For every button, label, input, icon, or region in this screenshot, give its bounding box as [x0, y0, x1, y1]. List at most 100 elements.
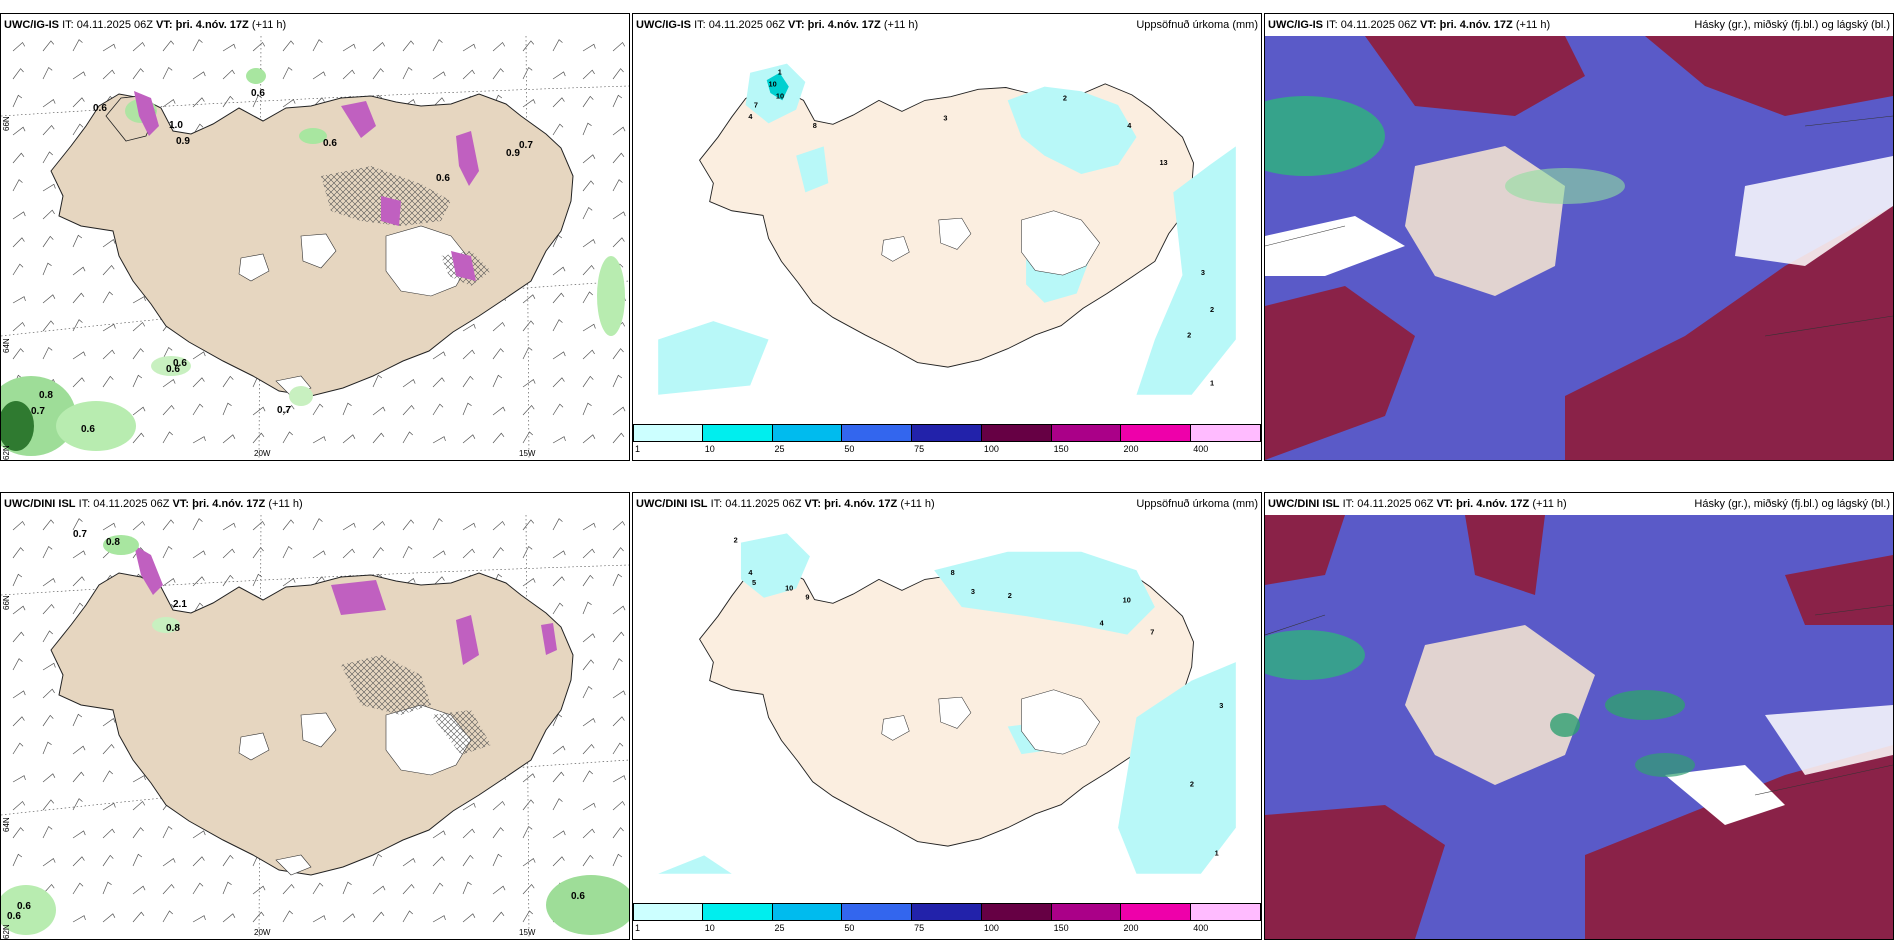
wind-barb [582, 43, 596, 52]
wind-barb [612, 658, 623, 671]
wind-barb [192, 576, 205, 587]
wind-barb [342, 43, 356, 52]
svg-text:1.0: 1.0 [169, 120, 183, 131]
wind-barb [42, 98, 56, 108]
svg-text:0.7: 0.7 [519, 140, 533, 151]
wind-barb [102, 802, 116, 811]
wind-barb [72, 882, 84, 895]
wind-barb [432, 97, 445, 108]
colorbar-label: 150 [1053, 923, 1069, 933]
wind-barb [12, 827, 24, 839]
wind-barb [432, 518, 443, 531]
wind-barb [192, 123, 204, 136]
wind-barb [132, 885, 146, 895]
wind-barb [72, 234, 83, 248]
wind-barb [342, 434, 356, 444]
glaciers [881, 689, 1101, 755]
wind-barb [612, 211, 626, 220]
wind-barb [102, 349, 115, 360]
wind-barb [522, 294, 536, 304]
wind-barb [72, 319, 83, 332]
wind-barb [552, 97, 565, 108]
wind-barb [102, 43, 116, 52]
wind-barb [222, 854, 234, 867]
wind-value-labels: 0.7 0.8 2.1 0.8 0.6 0.6 0.6 [7, 529, 585, 922]
wind-barb [132, 321, 146, 332]
precip-colorbar: 1 10 25 50 75 100 150 200 400 [633, 903, 1261, 939]
wind-barb [192, 403, 204, 416]
colorbar-label: 25 [774, 444, 785, 454]
wind-barb [522, 98, 536, 108]
wind-barb [132, 547, 144, 559]
wind-barb [12, 716, 25, 727]
wind-barb [582, 854, 594, 867]
panel-title: UWC/IG-IS IT: 04.11.2025 06Z VT: þri. 4.… [1265, 14, 1893, 36]
cloud-map [1265, 515, 1893, 939]
svg-text:2.1: 2.1 [173, 599, 187, 610]
wind-barb [462, 828, 475, 839]
svg-text:3: 3 [1219, 701, 1223, 710]
wind-barb [612, 742, 624, 755]
wind-barb [552, 123, 564, 136]
svg-text:0.8: 0.8 [106, 537, 120, 548]
wind-barb [312, 436, 326, 444]
panel-title: UWC/IG-IS IT: 04.11.2025 06Z VT: þri. 4.… [633, 14, 1261, 36]
wind-barb [252, 94, 263, 108]
wind-barb [582, 828, 595, 839]
colorbar-label: 100 [983, 923, 999, 933]
panel-ig-clouds: UWC/IG-IS IT: 04.11.2025 06Z VT: þri. 4.… [1264, 13, 1894, 461]
wind-barb [612, 800, 626, 811]
glaciers [238, 225, 472, 397]
wind-barb [552, 319, 563, 332]
wind-barb [582, 69, 595, 80]
wind-barb [552, 576, 565, 587]
wind-barb [612, 68, 624, 80]
svg-text:10: 10 [776, 92, 784, 101]
wind-barb [582, 802, 596, 811]
wind-barb [252, 432, 265, 444]
wind-barb [72, 518, 83, 531]
colorbar-segment [842, 424, 913, 442]
wind-barb [462, 375, 474, 388]
wind-barb [42, 883, 55, 895]
wind-barb [492, 547, 504, 559]
wind-barb [582, 601, 592, 615]
wind-barb [192, 71, 206, 80]
wind-barb [42, 66, 53, 80]
wind-barb [162, 519, 175, 531]
svg-text:3: 3 [1201, 268, 1205, 277]
wind-barb [42, 773, 56, 783]
colorbar-label: 200 [1123, 444, 1139, 454]
wind-barb [552, 351, 566, 360]
wind-barb [162, 431, 174, 444]
wind-barb [252, 547, 264, 559]
wind-barb [582, 291, 594, 304]
wind-barb [312, 518, 323, 531]
wind-barb [72, 713, 83, 727]
wind-barb [42, 714, 54, 727]
svg-text:2: 2 [1008, 591, 1012, 600]
wind-barb [42, 825, 53, 839]
wind-barb [222, 434, 236, 444]
svg-text:3: 3 [943, 114, 947, 123]
svg-text:1: 1 [1215, 848, 1219, 857]
wind-barb [342, 402, 352, 416]
wind-barb [432, 39, 443, 52]
wind-barb [312, 71, 326, 80]
wind-barb [282, 883, 295, 895]
svg-text:10: 10 [769, 80, 777, 89]
wind-barb [522, 883, 535, 895]
wind-barb [582, 659, 595, 671]
wind-barb [12, 211, 26, 220]
wind-barb [192, 856, 205, 867]
wind-barb [612, 716, 625, 727]
wind-barb [42, 662, 56, 671]
wind-barb [462, 349, 475, 360]
wind-barb [492, 41, 506, 52]
wind-barb [72, 351, 86, 360]
wind-barb [462, 69, 475, 80]
wind-barb [522, 519, 535, 531]
wind-barb [132, 853, 143, 867]
wind-barb [492, 827, 504, 839]
wind-barb [162, 825, 173, 839]
